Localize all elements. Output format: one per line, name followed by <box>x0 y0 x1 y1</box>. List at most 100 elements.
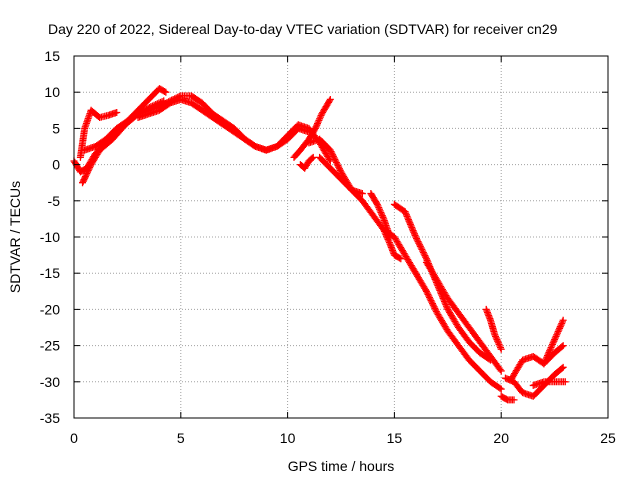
data-point <box>332 159 340 167</box>
data-point <box>417 244 425 252</box>
data-point <box>549 339 557 347</box>
data-point <box>559 342 567 350</box>
data-point <box>375 205 383 213</box>
data-point <box>429 301 437 309</box>
x-tick-label: 20 <box>493 430 509 446</box>
data-point <box>418 245 426 253</box>
data-point <box>429 300 437 308</box>
data-point <box>403 212 411 220</box>
series-track-j <box>367 190 394 241</box>
data-point <box>335 163 343 171</box>
data-point <box>510 396 518 404</box>
data-point <box>410 228 418 236</box>
data-point <box>402 211 410 219</box>
data-point <box>412 233 420 241</box>
data-point <box>422 286 430 294</box>
data-point <box>385 237 393 245</box>
data-point <box>428 298 436 306</box>
data-point <box>404 216 412 224</box>
data-point <box>314 120 322 128</box>
data-point <box>416 241 424 249</box>
data-point <box>329 152 337 160</box>
data-point <box>405 217 413 225</box>
data-point <box>421 252 429 260</box>
data-point <box>406 220 414 228</box>
data-point <box>441 299 449 307</box>
data-point <box>330 154 338 162</box>
data-point <box>317 112 325 120</box>
data-point <box>402 209 410 217</box>
series-track-e <box>134 95 313 154</box>
y-tick-label: 0 <box>52 157 60 173</box>
data-point <box>553 329 561 337</box>
data-point <box>385 239 393 247</box>
data-point <box>406 219 414 227</box>
data-point <box>401 208 409 216</box>
series-track-n <box>482 305 505 353</box>
data-point <box>558 319 566 327</box>
data-point <box>314 118 322 126</box>
data-point <box>558 318 566 326</box>
data-point <box>557 321 565 329</box>
data-point <box>329 151 337 159</box>
data-markers <box>70 85 569 404</box>
y-tick-label: 10 <box>44 84 60 100</box>
data-point <box>409 227 417 235</box>
data-point <box>497 385 505 393</box>
data-point <box>424 290 432 298</box>
data-point <box>497 367 505 375</box>
data-point <box>83 170 91 178</box>
data-point <box>543 353 551 361</box>
data-point <box>410 230 418 238</box>
data-point <box>81 174 89 182</box>
data-point <box>312 123 320 131</box>
data-point <box>420 250 428 258</box>
data-point <box>416 242 424 250</box>
series-track-o <box>497 392 518 404</box>
data-point <box>542 355 550 363</box>
data-point <box>496 365 504 373</box>
data-point <box>162 88 170 96</box>
series-track-i <box>316 153 366 198</box>
x-axis-label: GPS time / hours <box>288 458 395 474</box>
data-point <box>559 363 567 371</box>
data-point <box>382 231 390 239</box>
data-point <box>381 229 389 237</box>
data-point <box>561 378 569 386</box>
data-point <box>161 87 169 95</box>
data-point <box>383 232 391 240</box>
y-tick-label: -5 <box>48 193 61 209</box>
data-point <box>415 239 423 247</box>
series-track-s <box>529 378 569 389</box>
data-point <box>374 202 382 210</box>
data-point <box>495 340 503 348</box>
data-point <box>543 352 551 360</box>
data-point <box>492 334 500 342</box>
data-point <box>493 336 501 344</box>
data-point <box>419 247 427 255</box>
data-point <box>377 208 385 216</box>
data-point <box>442 302 450 310</box>
data-point <box>426 295 434 303</box>
x-tick-label: 25 <box>600 430 616 446</box>
data-point <box>384 235 392 243</box>
axis-ticks: 0 5 10 15 20 25 15 10 5 0 -5 -10 -15 -20 -25 -30 -35 <box>40 48 616 446</box>
data-point <box>432 307 440 315</box>
y-tick-label: -10 <box>40 229 60 245</box>
data-point <box>326 95 334 103</box>
data-point <box>551 336 559 344</box>
series-track-m <box>422 258 505 375</box>
data-point <box>326 146 334 154</box>
data-point <box>325 97 333 105</box>
series-track-r <box>540 316 567 368</box>
y-axis-label: SDTVAR / TECUs <box>7 181 23 293</box>
data-point <box>408 225 416 233</box>
data-point <box>86 164 94 172</box>
y-tick-label: -15 <box>40 265 60 281</box>
data-point <box>80 176 88 184</box>
data-point <box>422 287 430 295</box>
data-point <box>491 331 499 339</box>
data-point <box>82 171 90 179</box>
data-point <box>548 342 556 350</box>
y-tick-label: -30 <box>40 374 60 390</box>
